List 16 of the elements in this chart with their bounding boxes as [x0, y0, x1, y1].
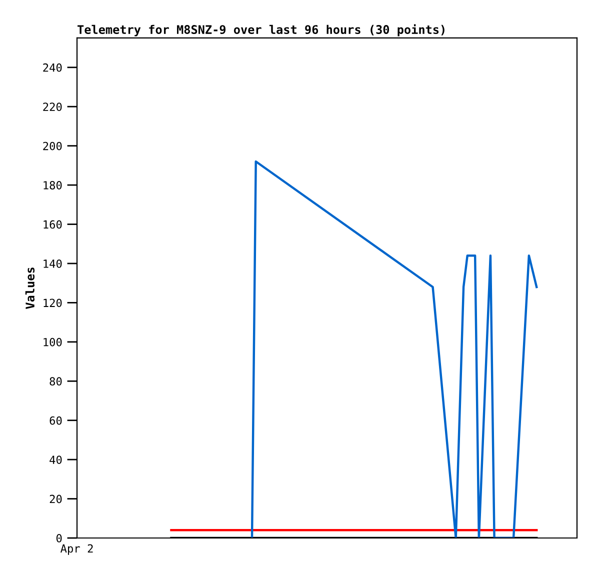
y-tick-label: 160 [44, 220, 62, 229]
y-tick-label: 0 [56, 534, 62, 542]
y-tick-label: 220 [43, 102, 62, 112]
y-tick-label: 180 [44, 181, 62, 190]
chart-title: Telemetry for M8SNZ-9 over last 96 hours (30 points) [78, 24, 444, 36]
y-tick-label: 100 [44, 338, 62, 346]
y-tick-label: 200 [43, 142, 62, 150]
y-tick-label: 60 [50, 416, 62, 425]
y-tick-label: 120 [44, 298, 62, 308]
text: Apr 2 [60, 544, 93, 555]
y-tick-label: 240 [43, 63, 62, 72]
y-tick-label: 80 [50, 377, 62, 386]
y-tick-label: 20 [50, 494, 62, 504]
y-tick-label: 40 [50, 456, 62, 464]
y-axis-title: Values [25, 268, 35, 309]
y-tick-label: 140 [44, 259, 62, 268]
